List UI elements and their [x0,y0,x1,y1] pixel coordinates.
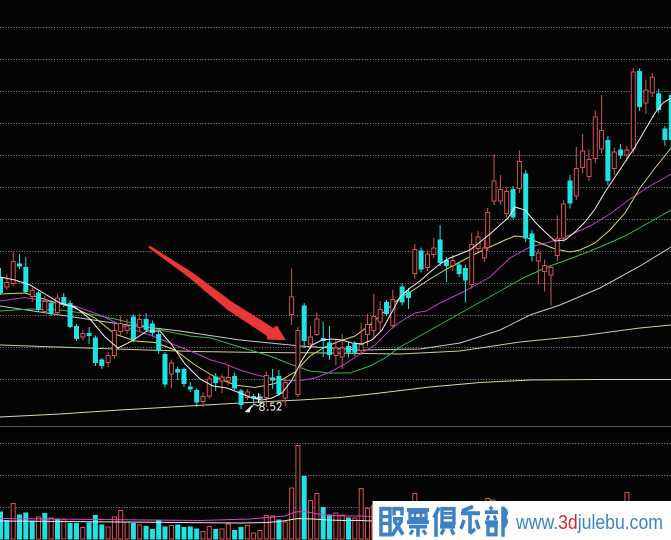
svg-text:www.3djulebu.com: www.3djulebu.com [515,511,663,534]
